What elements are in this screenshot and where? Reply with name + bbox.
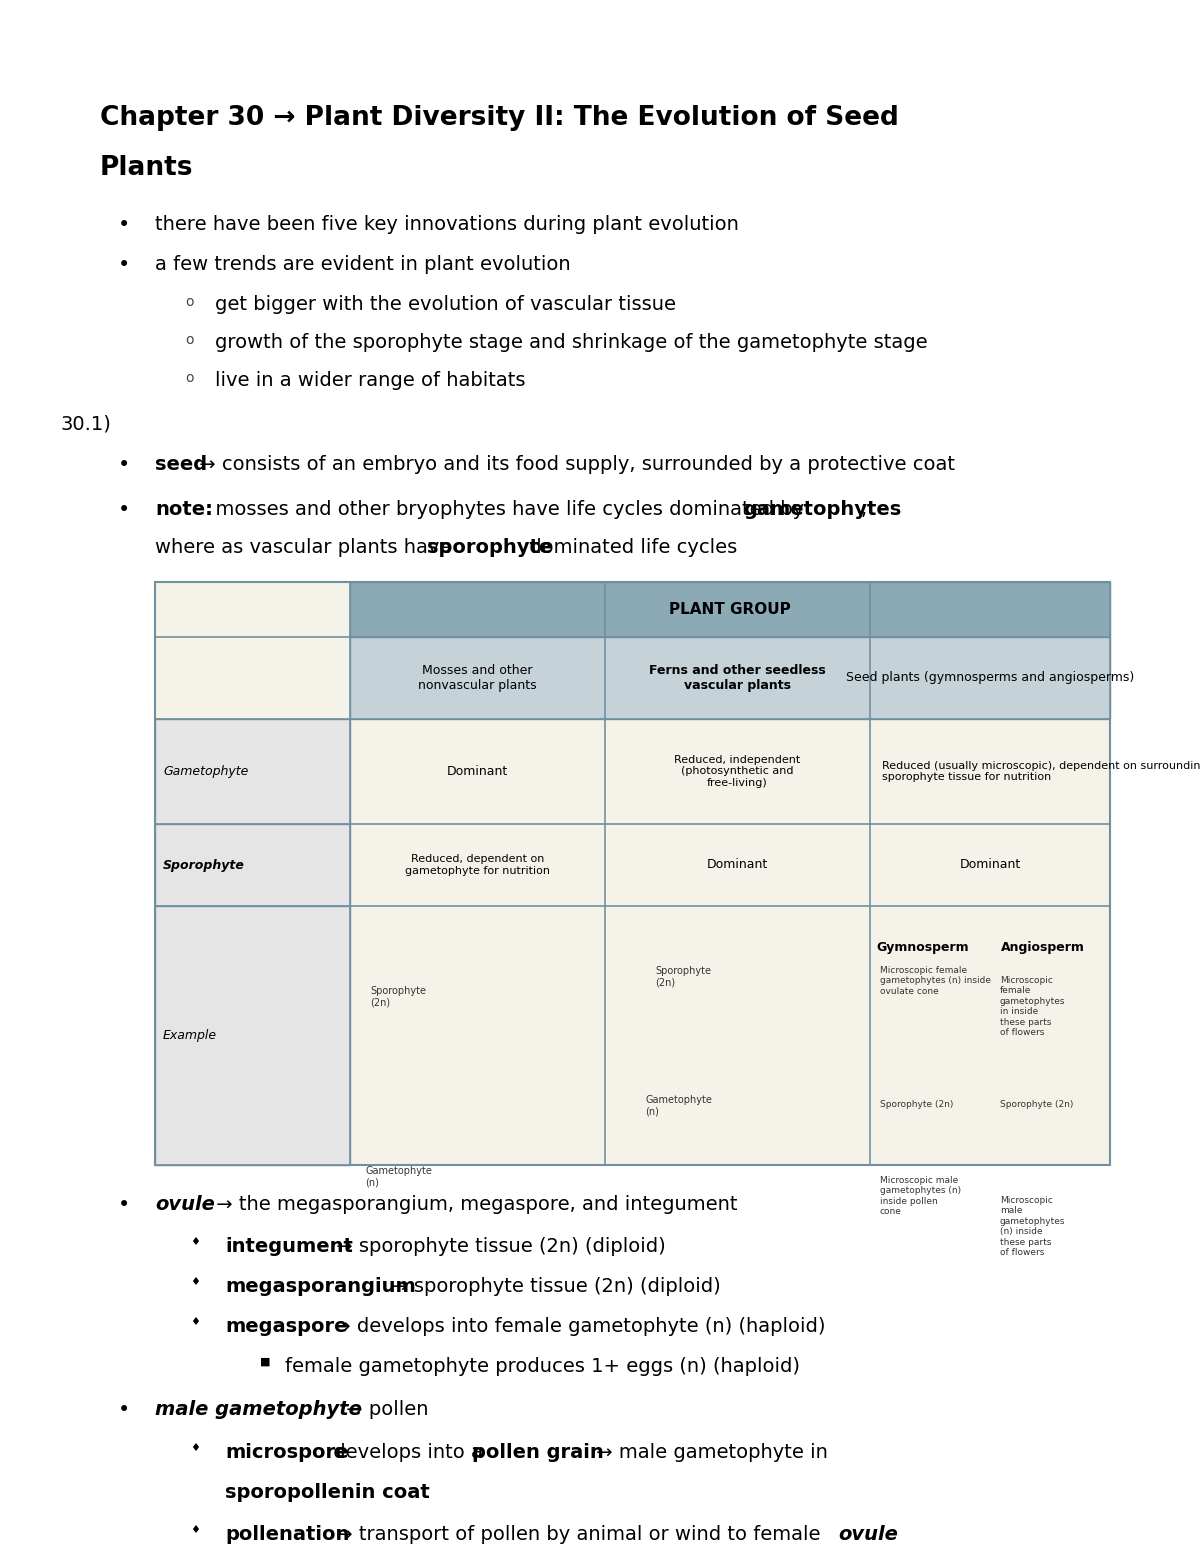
Text: Seed plants (gymnosperms and angiosperms): Seed plants (gymnosperms and angiosperms… <box>846 671 1134 685</box>
Text: integument: integument <box>226 1238 353 1256</box>
Text: ♦: ♦ <box>190 1317 200 1326</box>
Text: ♦: ♦ <box>190 1443 200 1454</box>
Text: Sporophyte (2n): Sporophyte (2n) <box>1000 1100 1073 1109</box>
Text: dominated life cycles: dominated life cycles <box>523 537 737 558</box>
Text: ♦: ♦ <box>190 1525 200 1534</box>
Text: •: • <box>118 1194 131 1214</box>
Text: note:: note: <box>155 500 212 519</box>
Bar <box>350 582 1110 637</box>
Text: Angiosperm: Angiosperm <box>1001 941 1085 954</box>
Text: Sporophyte
(2n): Sporophyte (2n) <box>370 986 426 1008</box>
Text: Gymnosperm: Gymnosperm <box>876 941 970 954</box>
Text: male gametophyte: male gametophyte <box>155 1399 362 1419</box>
Text: gametophytes: gametophytes <box>743 500 901 519</box>
Text: Gametophyte
(n): Gametophyte (n) <box>646 1095 712 1117</box>
Text: → consists of an embryo and its food supply, surrounded by a protective coat: → consists of an embryo and its food sup… <box>193 455 955 474</box>
Text: female gametophyte produces 1+ eggs (n) (haploid): female gametophyte produces 1+ eggs (n) … <box>286 1357 800 1376</box>
Text: mosses and other bryophytes have life cycles dominated by: mosses and other bryophytes have life cy… <box>203 500 810 519</box>
Text: live in a wider range of habitats: live in a wider range of habitats <box>215 371 526 390</box>
Text: → sporophyte tissue (2n) (diploid): → sporophyte tissue (2n) (diploid) <box>330 1238 666 1256</box>
Text: get bigger with the evolution of vascular tissue: get bigger with the evolution of vascula… <box>215 295 676 314</box>
Text: develops into a: develops into a <box>326 1443 490 1461</box>
Text: Gametophyte
(n): Gametophyte (n) <box>365 1166 432 1188</box>
Bar <box>350 637 1110 719</box>
Text: Dominant: Dominant <box>959 859 1021 871</box>
Text: Dominant: Dominant <box>707 859 768 871</box>
Text: growth of the sporophyte stage and shrinkage of the gametophyte stage: growth of the sporophyte stage and shrin… <box>215 332 928 353</box>
Text: megasporangium: megasporangium <box>226 1277 415 1297</box>
Text: ■: ■ <box>260 1357 270 1367</box>
Text: where as vascular plants have: where as vascular plants have <box>155 537 457 558</box>
Bar <box>155 905 350 1165</box>
Text: Ferns and other seedless
vascular plants: Ferns and other seedless vascular plants <box>649 665 826 693</box>
Text: 30.1): 30.1) <box>60 415 110 433</box>
Text: there have been five key innovations during plant evolution: there have been five key innovations dur… <box>155 214 739 235</box>
Text: ovule: ovule <box>838 1525 898 1544</box>
Text: Chapter 30 → Plant Diversity II: The Evolution of Seed: Chapter 30 → Plant Diversity II: The Evo… <box>100 106 899 130</box>
Text: Dominant: Dominant <box>446 766 508 778</box>
Text: seed: seed <box>155 455 208 474</box>
Text: sporophyte: sporophyte <box>427 537 552 558</box>
Text: ovule: ovule <box>155 1194 215 1214</box>
Text: o: o <box>185 371 193 385</box>
Text: microspore: microspore <box>226 1443 348 1461</box>
Text: Reduced (usually microscopic), dependent on surrounding
sporophyte tissue for nu: Reduced (usually microscopic), dependent… <box>882 761 1200 783</box>
Text: Reduced, independent
(photosynthetic and
free-living): Reduced, independent (photosynthetic and… <box>674 755 800 787</box>
Text: → the megasporangium, megaspore, and integument: → the megasporangium, megaspore, and int… <box>210 1194 738 1214</box>
Text: → male gametophyte in: → male gametophyte in <box>590 1443 828 1461</box>
Text: → transport of pollen by animal or wind to female: → transport of pollen by animal or wind … <box>330 1525 827 1544</box>
Text: a few trends are evident in plant evolution: a few trends are evident in plant evolut… <box>155 255 571 273</box>
Text: Plants: Plants <box>100 155 193 182</box>
Bar <box>155 825 350 905</box>
Text: ,: , <box>862 500 868 519</box>
Text: Microscopic male
gametophytes (n)
inside pollen
cone: Microscopic male gametophytes (n) inside… <box>880 1176 961 1216</box>
Text: → develops into female gametophyte (n) (haploid): → develops into female gametophyte (n) (… <box>328 1317 826 1336</box>
Text: •: • <box>118 214 131 235</box>
Text: Microscopic
female
gametophytes
in inside
these parts
of flowers: Microscopic female gametophytes in insid… <box>1000 975 1066 1037</box>
Text: ♦: ♦ <box>190 1277 200 1287</box>
Text: Sporophyte
(2n): Sporophyte (2n) <box>655 966 710 988</box>
Text: ♦: ♦ <box>190 1238 200 1247</box>
Text: pollenation: pollenation <box>226 1525 349 1544</box>
Text: sporopollenin coat: sporopollenin coat <box>226 1483 430 1502</box>
Text: megaspore: megaspore <box>226 1317 348 1336</box>
Text: Sporophyte: Sporophyte <box>163 859 245 871</box>
Text: Sporophyte (2n): Sporophyte (2n) <box>880 1100 953 1109</box>
Text: Example: Example <box>163 1030 217 1042</box>
Text: •: • <box>118 255 131 275</box>
Text: •: • <box>118 1399 131 1419</box>
Text: pollen grain: pollen grain <box>472 1443 604 1461</box>
Text: o: o <box>185 295 193 309</box>
Text: Reduced, dependent on
gametophyte for nutrition: Reduced, dependent on gametophyte for nu… <box>406 854 550 876</box>
Bar <box>155 582 1110 1165</box>
Text: •: • <box>118 455 131 475</box>
Text: → sporophyte tissue (2n) (diploid): → sporophyte tissue (2n) (diploid) <box>385 1277 721 1297</box>
Text: Microscopic female
gametophytes (n) inside
ovulate cone: Microscopic female gametophytes (n) insi… <box>880 966 991 995</box>
Text: Gametophyte: Gametophyte <box>163 766 248 778</box>
Bar <box>155 719 350 825</box>
Text: Microscopic
male
gametophytes
(n) inside
these parts
of flowers: Microscopic male gametophytes (n) inside… <box>1000 1196 1066 1256</box>
Text: o: o <box>185 332 193 346</box>
Text: Mosses and other
nonvascular plants: Mosses and other nonvascular plants <box>418 665 536 693</box>
Text: PLANT GROUP: PLANT GROUP <box>670 603 791 617</box>
Text: → pollen: → pollen <box>340 1399 428 1419</box>
Text: •: • <box>118 500 131 520</box>
